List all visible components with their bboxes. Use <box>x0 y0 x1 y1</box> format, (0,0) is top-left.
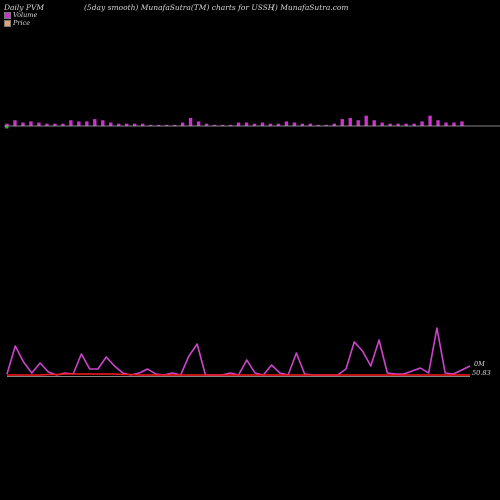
volume-bar <box>133 123 137 126</box>
chart-title: (5day smooth) MunafaSutra(TM) charts for… <box>84 3 275 12</box>
legend-volume-label: Volume <box>13 11 38 19</box>
volume-bar <box>125 123 129 126</box>
volume-bar <box>45 123 49 126</box>
volume-bar <box>212 124 217 126</box>
price-value-label: 50.83 <box>472 369 491 377</box>
volume-bar <box>356 120 360 126</box>
volume-bar <box>29 121 33 126</box>
volume-bar <box>85 121 89 126</box>
volume-bar <box>404 123 408 126</box>
volume-bar <box>53 123 57 126</box>
volume-bar <box>141 123 145 126</box>
volume-bar <box>188 117 193 126</box>
volume-bar <box>236 122 241 126</box>
volume-bar <box>372 120 376 126</box>
volume-bar <box>340 119 344 126</box>
volume-value-label: 0M <box>474 360 485 368</box>
volume-bar <box>69 120 73 126</box>
volume-bar <box>308 123 313 126</box>
site-credit: () MunafaSutra.com <box>272 3 349 12</box>
volume-bar <box>332 123 336 126</box>
volume-bar <box>77 121 81 126</box>
volume-bar <box>380 122 384 126</box>
volume-bar <box>180 122 185 126</box>
volume-bar <box>13 120 17 126</box>
volume-bar <box>61 123 65 126</box>
volume-bar <box>260 122 265 126</box>
legend-volume: Volume <box>4 11 37 19</box>
volume-bar <box>388 123 392 126</box>
volume-bar <box>292 122 297 126</box>
volume-bar <box>412 123 416 126</box>
volume-bar <box>93 119 97 126</box>
chart-title-left: Daily PVM <box>4 3 45 12</box>
volume-bar <box>252 123 257 126</box>
volume-bar <box>444 122 448 126</box>
volume-bar <box>5 123 9 126</box>
volume-bar <box>109 122 113 126</box>
volume-line <box>6 327 471 376</box>
volume-bar <box>164 124 169 126</box>
volume-bar <box>460 121 464 126</box>
volume-bar <box>452 122 456 126</box>
volume-bar <box>244 122 249 126</box>
legend-price-label: Price <box>13 19 31 27</box>
volume-bar-down <box>5 126 9 129</box>
volume-bar <box>196 121 201 126</box>
volume-bar <box>156 124 161 126</box>
volume-bar <box>428 115 432 126</box>
volume-bar <box>348 117 352 126</box>
price-line <box>7 373 470 376</box>
volume-bar <box>117 123 121 126</box>
legend-price-swatch <box>4 19 11 27</box>
legend-price: Price <box>4 19 30 27</box>
volume-bar <box>204 123 209 126</box>
volume-bar <box>228 124 233 126</box>
volume-bar <box>220 124 225 126</box>
legend-volume-swatch <box>4 11 11 19</box>
volume-bar <box>148 124 153 126</box>
volume-bar <box>276 123 281 126</box>
volume-bar <box>364 115 368 126</box>
volume-bar <box>268 123 273 126</box>
volume-bar <box>284 121 289 126</box>
volume-bar <box>101 120 105 126</box>
volume-bar <box>324 124 328 126</box>
volume-bar <box>37 122 41 126</box>
volume-bar <box>21 122 25 126</box>
volume-bar <box>420 121 424 126</box>
volume-bar <box>316 124 321 126</box>
volume-bar <box>396 123 400 126</box>
volume-bar <box>300 123 305 126</box>
volume-bar <box>436 120 440 126</box>
volume-bar <box>172 124 177 126</box>
